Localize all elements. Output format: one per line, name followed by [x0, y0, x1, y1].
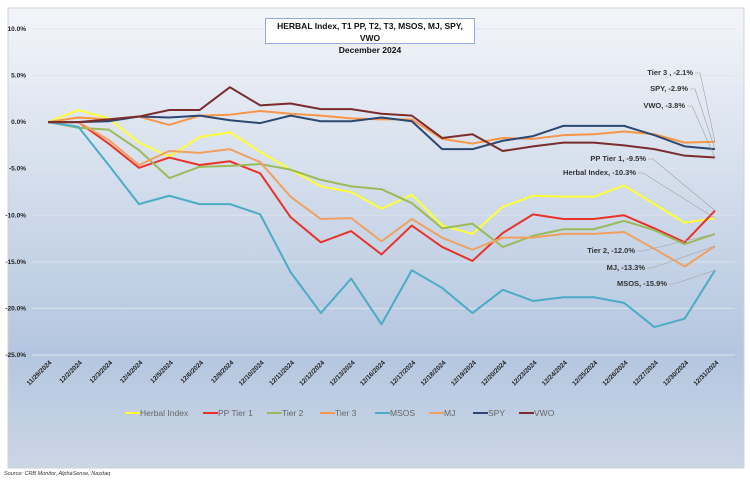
- series-line-herbal-index: [47, 109, 716, 235]
- y-tick-label: 10.0%: [8, 26, 27, 33]
- series-line-spy: [48, 114, 716, 151]
- legend-label: MJ: [444, 408, 455, 418]
- annotation-label: VWO, -3.8%: [643, 101, 685, 110]
- legend-label: VWO: [534, 408, 555, 418]
- series-line-tier-3: [47, 109, 716, 145]
- legend-label: MSOS: [390, 408, 415, 418]
- annotation-leader-line: [687, 105, 716, 158]
- y-tick-label: -5.0%: [9, 166, 26, 173]
- series-line-pp-tier-1: [48, 121, 716, 262]
- annotation-leader-line: [647, 245, 716, 269]
- annotation-label: Herbal Index, -10.3%: [563, 168, 636, 177]
- y-tick-label: 0.0%: [11, 119, 26, 126]
- chart-subtitle: December 2024: [338, 45, 402, 55]
- y-tick-label: 5.0%: [11, 73, 26, 80]
- y-tick-label: -20.0%: [5, 305, 26, 312]
- annotation-leader-line: [637, 233, 716, 252]
- y-tick-label: -25.0%: [5, 352, 26, 359]
- legend-label: PP Tier 1: [218, 408, 253, 418]
- annotation-label: Tier 2, -12.0%: [587, 246, 635, 255]
- legend-label: SPY: [488, 408, 505, 418]
- y-tick-label: -15.0%: [5, 259, 26, 266]
- source-note: Source: CRB Monitor, AlphaSense, Nasdaq: [4, 471, 111, 477]
- annotation-leader-line: [669, 269, 716, 285]
- legend-label: Herbal Index: [140, 408, 189, 418]
- series-line-tier-2: [47, 121, 716, 248]
- y-tick-label: -10.0%: [5, 212, 26, 219]
- annotation-leader-line: [648, 158, 716, 211]
- annotation-leader-line: [695, 72, 716, 142]
- annotation-label: MSOS, -15.9%: [617, 279, 667, 288]
- series-line-msos: [47, 121, 716, 329]
- annotation-label: Tier 3 , -2.1%: [647, 68, 693, 77]
- annotation-label: PP Tier 1, -9.5%: [590, 154, 646, 163]
- series-line-vwo: [48, 86, 716, 159]
- annotation-leader-line: [638, 172, 716, 219]
- legend-label: Tier 3: [335, 408, 357, 418]
- annotation-label: MJ, -13.3%: [607, 263, 646, 272]
- chart-title: HERBAL Index, T1 PP, T2, T3, MSOS, MJ, S…: [277, 21, 463, 43]
- annotation-label: SPY, -2.9%: [650, 84, 688, 93]
- series-line-mj: [48, 121, 716, 268]
- chart-title-box: HERBAL Index, T1 PP, T2, T3, MSOS, MJ, S…: [265, 18, 475, 55]
- annotation-leader-line: [690, 88, 716, 150]
- legend-label: Tier 2: [282, 408, 304, 418]
